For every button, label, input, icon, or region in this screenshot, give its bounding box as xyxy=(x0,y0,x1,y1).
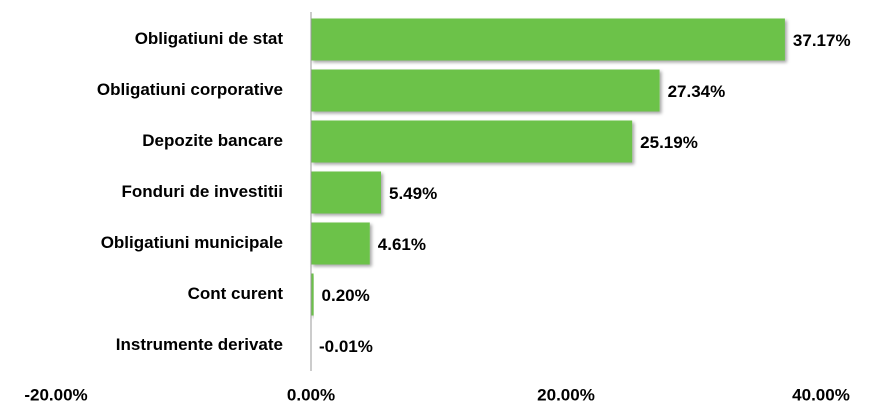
category-label: Fonduri de investitii xyxy=(121,182,283,201)
bar xyxy=(311,273,314,316)
category-label: Depozite bancare xyxy=(142,131,283,150)
value-label: -0.01% xyxy=(319,337,373,356)
value-label: 4.61% xyxy=(378,235,426,254)
x-tick-label: 20.00% xyxy=(537,385,595,404)
x-tick-label: -20.00% xyxy=(24,385,87,404)
bar xyxy=(311,69,660,112)
category-label: Obligatiuni de stat xyxy=(135,29,284,48)
bar xyxy=(311,18,785,61)
x-tick-label: 40.00% xyxy=(792,385,850,404)
value-label: 25.19% xyxy=(640,133,698,152)
value-label: 0.20% xyxy=(322,286,370,305)
category-label: Obligatiuni municipale xyxy=(101,233,283,252)
value-label: 37.17% xyxy=(793,31,851,50)
value-label: 27.34% xyxy=(668,82,726,101)
bar xyxy=(311,171,381,214)
x-tick-label: 0.00% xyxy=(287,385,335,404)
category-label: Obligatiuni corporative xyxy=(97,80,283,99)
bar xyxy=(311,120,633,163)
category-label: Instrumente derivate xyxy=(116,335,283,354)
value-label: 5.49% xyxy=(389,184,437,203)
bar xyxy=(311,222,370,265)
category-label: Cont curent xyxy=(188,284,284,303)
